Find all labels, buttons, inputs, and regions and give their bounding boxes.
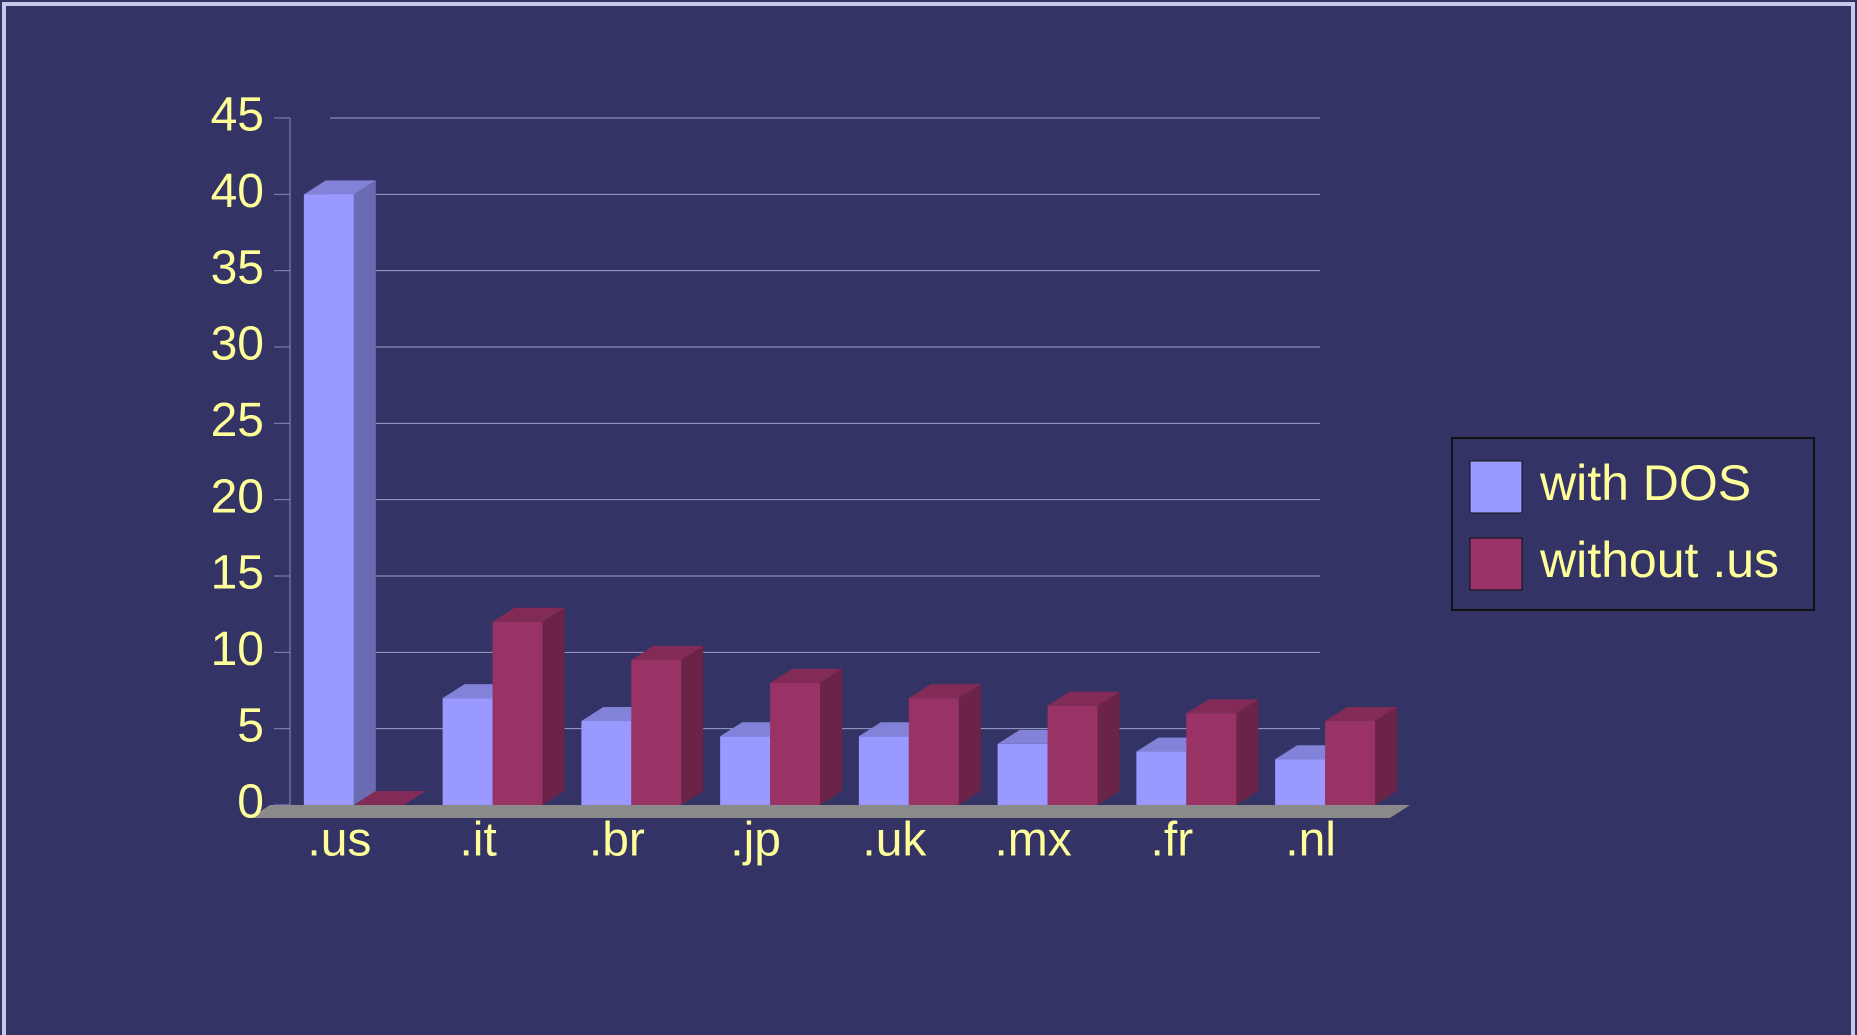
x-tick-label: .fr: [1151, 814, 1194, 867]
bar: [1186, 713, 1237, 805]
bar-side: [1375, 707, 1398, 805]
bar-side: [958, 684, 981, 805]
bar: [1047, 705, 1098, 805]
bar: [858, 736, 909, 805]
bar-top: [492, 607, 565, 622]
bar-side: [1097, 691, 1120, 805]
x-tick-label: .nl: [1285, 814, 1336, 867]
bar-side: [1236, 699, 1259, 805]
bar-side: [353, 180, 376, 806]
x-tick-label: .uk: [862, 814, 927, 867]
y-tick-label: 5: [237, 699, 264, 752]
x-tick-label: .br: [589, 814, 645, 867]
bar: [720, 736, 771, 805]
y-tick-label: 30: [211, 318, 264, 371]
bar-top: [770, 668, 843, 683]
y-tick-label: 15: [211, 547, 264, 600]
bar: [1325, 721, 1376, 805]
bar-top: [1186, 699, 1259, 714]
x-tick-label: .mx: [994, 814, 1071, 867]
bar: [492, 621, 543, 805]
bar-top: [1047, 691, 1120, 706]
bar: [1136, 751, 1187, 805]
floor: [250, 805, 1410, 818]
legend-label: with DOS: [1539, 455, 1751, 511]
bar-side: [820, 668, 843, 805]
x-tick-label: .it: [459, 814, 496, 867]
y-tick-label: 45: [211, 89, 264, 142]
bar: [770, 682, 821, 805]
bar-top: [303, 180, 376, 195]
bar: [1275, 759, 1326, 805]
y-tick-label: 10: [211, 623, 264, 676]
y-tick-label: 40: [211, 165, 264, 218]
x-tick-label: .jp: [730, 814, 781, 867]
y-tick-label: 35: [211, 241, 264, 294]
bar: [997, 743, 1048, 805]
bar: [442, 698, 493, 805]
bar: [908, 698, 959, 805]
bar-top: [908, 684, 981, 699]
x-tick-label: .us: [307, 814, 371, 867]
bar-top: [1325, 707, 1398, 722]
y-tick-label: 25: [211, 394, 264, 447]
legend-label: without .us: [1539, 532, 1779, 588]
legend-swatch: [1469, 537, 1523, 591]
y-tick-label: 20: [211, 470, 264, 523]
bar-top: [353, 791, 426, 805]
bar-side: [681, 645, 704, 805]
bar-side: [542, 607, 565, 805]
y-tick-label: 0: [237, 776, 264, 829]
bar: [581, 721, 632, 805]
bar: [631, 659, 682, 805]
bar-top: [631, 645, 704, 660]
bar: [303, 194, 354, 806]
legend-swatch: [1469, 460, 1523, 514]
